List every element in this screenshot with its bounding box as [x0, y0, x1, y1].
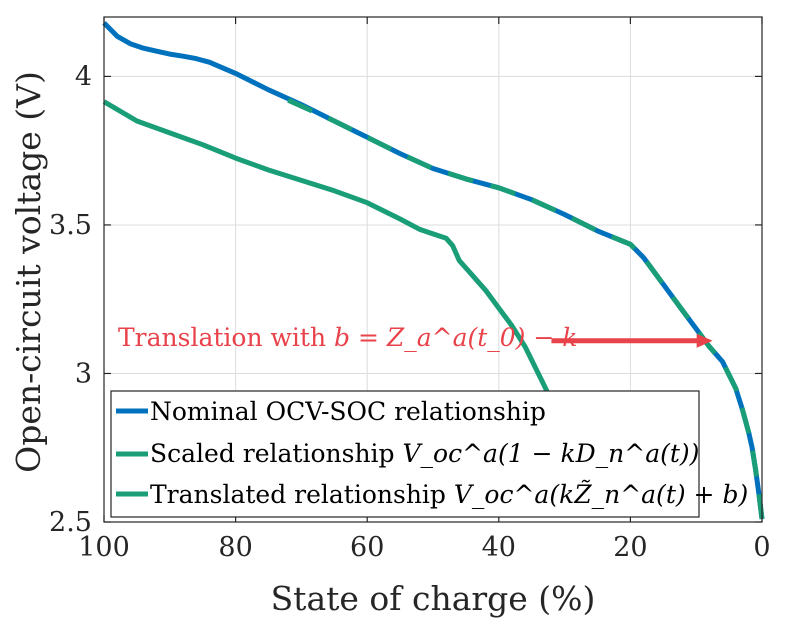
translation-arrowhead — [696, 333, 713, 348]
data-series — [102, 21, 765, 520]
legend-entry-scaled: Scaled relationship V_oc^a(1 − kD_n^a(t)… — [150, 439, 699, 468]
legend: Nominal OCV-SOC relationship Scaled rela… — [110, 390, 748, 518]
translation-annotation: Translation with b = Z_a^a(t_0) − k — [118, 323, 713, 352]
y-tick-label: 2.5 — [49, 507, 92, 538]
annotation-label: Translation with b = Z_a^a(t_0) − k — [118, 323, 577, 352]
legend-box — [110, 390, 700, 518]
legend-entry-translated: Translated relationship V_oc^a(kZ̃_n^a(t… — [150, 480, 748, 509]
series-translated — [287, 97, 765, 520]
y-tick-label: 4 — [75, 61, 92, 92]
series-scaled — [102, 99, 567, 440]
plot-frame — [103, 16, 763, 523]
x-tick-label: 40 — [482, 532, 516, 563]
x-tick-label: 0 — [753, 532, 770, 563]
annotation-equation: b = Z_a^a(t_0) − k — [334, 323, 577, 352]
x-tick-label: 60 — [350, 532, 384, 563]
x-axis-label: State of charge (%) — [271, 579, 596, 618]
y-tick-label: 3.5 — [49, 210, 92, 241]
y-tick-label: 3 — [75, 358, 92, 389]
x-tick-label: 20 — [613, 532, 647, 563]
y-axis-label: Open-circuit voltage (V) — [9, 71, 48, 473]
tick-labels: 100 80 60 40 20 0 2.5 3 3.5 4 — [49, 61, 771, 563]
x-tick-label: 80 — [218, 532, 252, 563]
series-nominal — [102, 21, 765, 520]
x-tick-label: 100 — [78, 532, 130, 563]
legend-entry-nominal: Nominal OCV-SOC relationship — [150, 397, 546, 426]
